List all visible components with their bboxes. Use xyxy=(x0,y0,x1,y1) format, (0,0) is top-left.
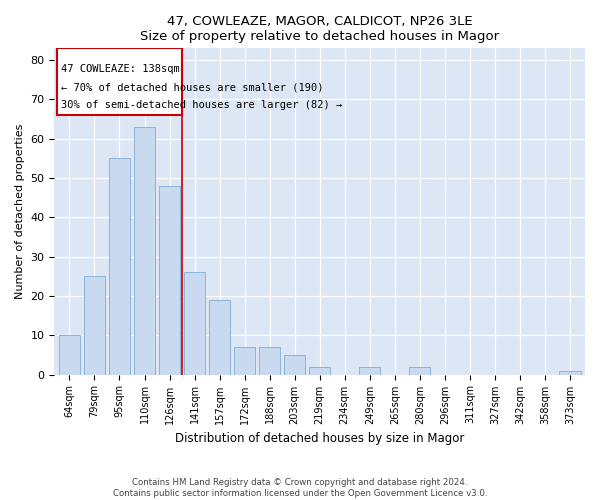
Bar xyxy=(209,300,230,374)
Bar xyxy=(309,366,331,374)
Bar xyxy=(559,370,581,374)
Text: Contains HM Land Registry data © Crown copyright and database right 2024.
Contai: Contains HM Land Registry data © Crown c… xyxy=(113,478,487,498)
Bar xyxy=(284,355,305,374)
Text: ← 70% of detached houses are smaller (190): ← 70% of detached houses are smaller (19… xyxy=(61,82,323,92)
Bar xyxy=(234,347,255,374)
Bar xyxy=(109,158,130,374)
Bar xyxy=(134,127,155,374)
Bar xyxy=(184,272,205,374)
Bar xyxy=(359,366,380,374)
Bar xyxy=(59,336,80,374)
Text: 30% of semi-detached houses are larger (82) →: 30% of semi-detached houses are larger (… xyxy=(61,100,342,110)
Title: 47, COWLEAZE, MAGOR, CALDICOT, NP26 3LE
Size of property relative to detached ho: 47, COWLEAZE, MAGOR, CALDICOT, NP26 3LE … xyxy=(140,15,499,43)
Bar xyxy=(259,347,280,374)
Bar xyxy=(159,186,180,374)
Bar xyxy=(409,366,430,374)
Y-axis label: Number of detached properties: Number of detached properties xyxy=(15,124,25,299)
Bar xyxy=(84,276,105,374)
X-axis label: Distribution of detached houses by size in Magor: Distribution of detached houses by size … xyxy=(175,432,464,445)
FancyBboxPatch shape xyxy=(57,48,182,115)
Text: 47 COWLEAZE: 138sqm: 47 COWLEAZE: 138sqm xyxy=(61,64,179,74)
